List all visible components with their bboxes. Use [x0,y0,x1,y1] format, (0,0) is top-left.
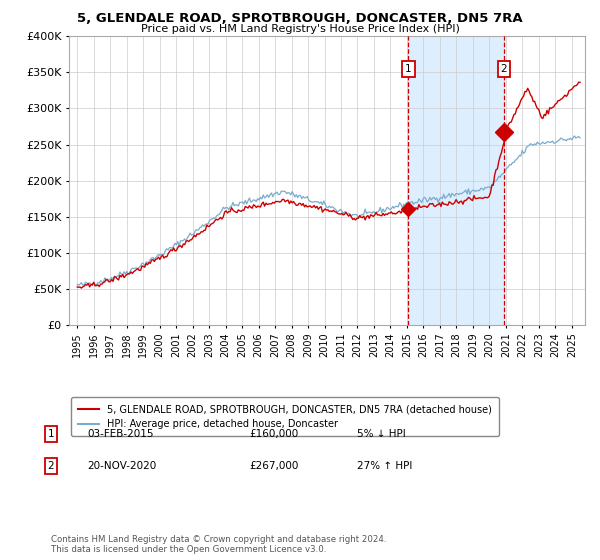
Text: £160,000: £160,000 [249,429,298,439]
Text: £267,000: £267,000 [249,461,298,471]
Text: 2: 2 [501,64,508,74]
Text: 2: 2 [47,461,55,471]
Bar [409,36,504,325]
Text: Contains HM Land Registry data © Crown copyright and database right 2024.
This d: Contains HM Land Registry data © Crown c… [51,535,386,554]
Text: Price paid vs. HM Land Registry's House Price Index (HPI): Price paid vs. HM Land Registry's House … [140,24,460,34]
Text: 03-FEB-2015: 03-FEB-2015 [87,429,154,439]
Legend: 5, GLENDALE ROAD, SPROTBROUGH, DONCASTER, DN5 7RA (detached house), HPI: Average: 5, GLENDALE ROAD, SPROTBROUGH, DONCASTER… [71,398,499,436]
Text: 20-NOV-2020: 20-NOV-2020 [87,461,156,471]
Text: 1: 1 [405,64,412,74]
Text: 27% ↑ HPI: 27% ↑ HPI [357,461,412,471]
Text: 5% ↓ HPI: 5% ↓ HPI [357,429,406,439]
Text: 1: 1 [47,429,55,439]
Text: 5, GLENDALE ROAD, SPROTBROUGH, DONCASTER, DN5 7RA: 5, GLENDALE ROAD, SPROTBROUGH, DONCASTER… [77,12,523,25]
